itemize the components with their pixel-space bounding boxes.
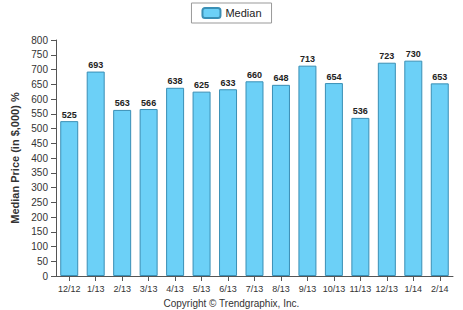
svg-text:9/13: 9/13 [299, 284, 317, 294]
svg-text:638: 638 [168, 76, 183, 86]
svg-text:660: 660 [247, 70, 262, 80]
svg-text:450: 450 [31, 138, 48, 149]
svg-text:Copyright © Trendgraphix, Inc.: Copyright © Trendgraphix, Inc. [164, 298, 300, 309]
svg-text:600: 600 [31, 94, 48, 105]
svg-text:400: 400 [31, 153, 48, 164]
svg-text:750: 750 [31, 49, 48, 60]
svg-text:150: 150 [31, 226, 48, 237]
svg-text:5/13: 5/13 [193, 284, 211, 294]
svg-text:200: 200 [31, 212, 48, 223]
svg-text:525: 525 [62, 110, 77, 120]
svg-text:625: 625 [194, 80, 209, 90]
svg-text:8/13: 8/13 [272, 284, 290, 294]
svg-text:350: 350 [31, 167, 48, 178]
svg-text:10/13: 10/13 [323, 284, 346, 294]
svg-text:650: 650 [31, 79, 48, 90]
svg-text:2/14: 2/14 [431, 284, 449, 294]
svg-text:300: 300 [31, 182, 48, 193]
svg-text:3/13: 3/13 [140, 284, 158, 294]
svg-text:550: 550 [31, 108, 48, 119]
svg-text:563: 563 [115, 98, 130, 108]
svg-text:500: 500 [31, 123, 48, 134]
svg-text:653: 653 [432, 72, 447, 82]
svg-text:2/13: 2/13 [113, 284, 131, 294]
svg-text:1/13: 1/13 [87, 284, 105, 294]
svg-text:11/13: 11/13 [349, 284, 371, 294]
svg-text:648: 648 [273, 73, 288, 83]
svg-text:723: 723 [379, 51, 394, 61]
svg-text:693: 693 [88, 60, 103, 70]
svg-text:6/13: 6/13 [219, 284, 237, 294]
svg-text:566: 566 [141, 98, 156, 108]
svg-text:100: 100 [31, 241, 48, 252]
svg-text:7/13: 7/13 [246, 284, 264, 294]
svg-text:Median: Median [225, 7, 261, 19]
svg-text:536: 536 [353, 106, 368, 116]
svg-text:800: 800 [31, 35, 48, 46]
svg-text:250: 250 [31, 197, 48, 208]
svg-text:633: 633 [221, 78, 236, 88]
svg-text:Median Price (in $,000) %: Median Price (in $,000) % [9, 92, 21, 224]
svg-text:0: 0 [42, 271, 48, 282]
svg-text:4/13: 4/13 [166, 284, 184, 294]
svg-text:654: 654 [326, 72, 341, 82]
svg-text:713: 713 [300, 54, 315, 64]
svg-text:730: 730 [406, 49, 421, 59]
svg-text:12/12: 12/12 [58, 284, 81, 294]
svg-text:50: 50 [37, 256, 49, 267]
svg-text:700: 700 [31, 64, 48, 75]
svg-text:1/14: 1/14 [405, 284, 423, 294]
svg-text:12/13: 12/13 [376, 284, 399, 294]
